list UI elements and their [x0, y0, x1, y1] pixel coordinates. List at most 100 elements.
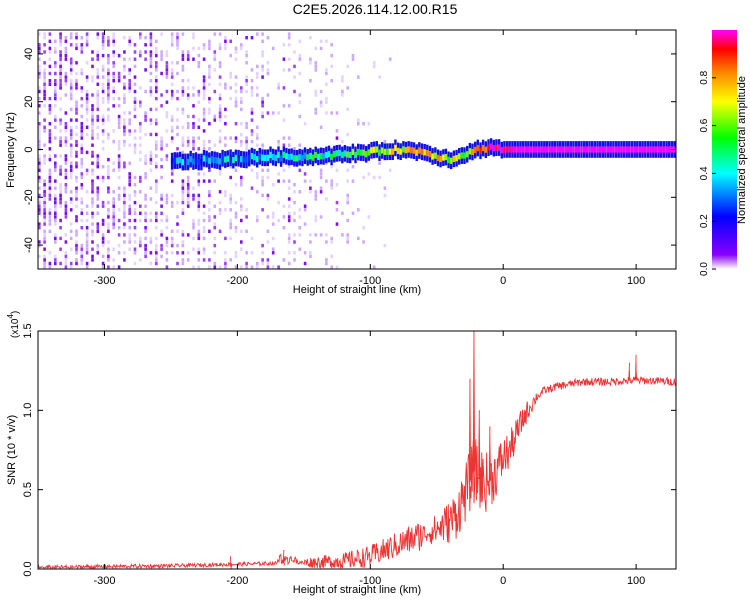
noise-cell — [149, 86, 153, 90]
noise-cell — [165, 236, 169, 241]
signal-core — [250, 153, 254, 160]
noise-cell — [38, 96, 41, 101]
noise-cell — [101, 175, 105, 180]
noise-cell — [38, 175, 41, 180]
noise-cell — [155, 154, 158, 158]
noise-cell — [139, 240, 142, 244]
noise-cell — [85, 125, 89, 129]
noise-cell — [85, 247, 89, 251]
noise-cell — [319, 172, 323, 176]
noise-cell — [155, 165, 158, 169]
signal-core — [242, 156, 246, 163]
noise-cell — [160, 211, 163, 215]
noise-cell — [202, 211, 206, 215]
noise-cell — [149, 36, 153, 40]
noise-cell — [69, 89, 73, 94]
noise-cell — [197, 222, 201, 226]
noise-cell — [229, 208, 232, 212]
noise-cell — [261, 64, 264, 69]
noise-cell — [250, 86, 254, 90]
noise-cell — [165, 157, 169, 162]
noise-cell — [69, 168, 73, 172]
noise-cell — [59, 143, 62, 147]
signal-core — [271, 154, 275, 161]
noise-cell — [112, 86, 115, 90]
noise-cell — [314, 93, 318, 97]
noise-cell — [165, 226, 169, 230]
noise-cell — [224, 107, 227, 112]
signal-core — [282, 151, 285, 158]
noise-cell — [48, 251, 52, 255]
noise-cell — [224, 236, 227, 241]
noise-cell — [160, 143, 163, 147]
noise-cell — [245, 82, 248, 86]
signal-core — [638, 146, 642, 153]
noise-cell — [346, 132, 349, 137]
noise-cell — [240, 265, 243, 269]
noise-cell — [64, 139, 68, 144]
noise-cell — [85, 265, 89, 269]
noise-cell — [91, 229, 94, 233]
noise-cell — [314, 218, 318, 223]
noise-cell — [54, 125, 57, 129]
noise-cell — [181, 190, 185, 194]
noise-cell — [107, 229, 110, 233]
noise-cell — [38, 68, 41, 72]
signal-core — [319, 153, 323, 160]
noise-cell — [96, 193, 100, 198]
noise-cell — [170, 200, 174, 205]
noise-cell — [176, 107, 179, 112]
noise-cell — [155, 53, 158, 58]
noise-cell — [335, 136, 339, 140]
signal-core — [524, 146, 527, 153]
noise-cell — [75, 175, 78, 180]
noise-cell — [224, 36, 227, 40]
noise-cell — [218, 172, 222, 176]
noise-cell — [186, 233, 190, 237]
noise-cell — [155, 243, 158, 248]
noise-cell — [112, 215, 115, 219]
noise-cell — [293, 258, 296, 262]
noise-cell — [319, 168, 323, 172]
noise-cell — [123, 161, 126, 165]
noise-cell — [149, 50, 153, 54]
noise-cell — [117, 168, 121, 172]
snr-y-multiplier: (x104) — [6, 311, 21, 338]
noise-cell — [357, 122, 360, 126]
noise-cell — [197, 118, 201, 122]
noise-cell — [165, 265, 169, 269]
noise-cell — [91, 104, 94, 108]
noise-cell — [43, 104, 46, 108]
noise-cell — [80, 36, 84, 40]
noise-cell — [69, 247, 73, 251]
noise-cell — [208, 229, 211, 233]
noise-cell — [261, 251, 264, 255]
noise-cell — [133, 226, 137, 230]
x-tick-label: 100 — [627, 275, 645, 287]
noise-cell — [91, 118, 94, 122]
noise-cell — [54, 114, 57, 119]
noise-cell — [271, 215, 275, 219]
x-tick-label: -200 — [226, 275, 248, 287]
noise-cell — [107, 114, 110, 119]
noise-cell — [123, 93, 126, 97]
noise-cell — [170, 39, 174, 43]
noise-cell — [165, 240, 169, 244]
noise-cell — [75, 104, 78, 108]
noise-cell — [165, 258, 169, 262]
noise-cell — [229, 269, 232, 272]
noise-cell — [357, 118, 360, 122]
noise-cell — [101, 32, 105, 36]
noise-cell — [128, 118, 131, 122]
noise-cell — [261, 96, 264, 101]
svg-text:(x104): (x104) — [6, 311, 21, 338]
noise-cell — [319, 104, 323, 108]
noise-cell — [38, 43, 41, 47]
noise-cell — [165, 75, 169, 79]
noise-cell — [309, 190, 312, 194]
noise-cell — [80, 71, 84, 76]
noise-cell — [203, 269, 206, 272]
noise-cell — [234, 136, 238, 140]
noise-cell — [287, 143, 291, 147]
noise-cell — [256, 64, 259, 69]
